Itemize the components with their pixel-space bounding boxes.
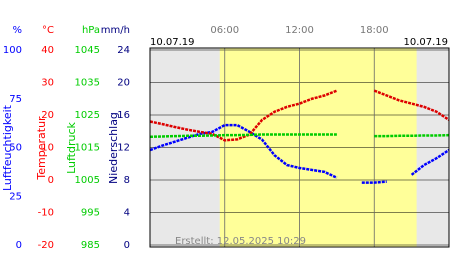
- y-tick-label: 12: [117, 143, 130, 154]
- y-tick-label: 0: [16, 240, 22, 250]
- date-left: 10.07.19: [150, 37, 195, 48]
- y-tick-label: 20: [117, 78, 130, 89]
- y-tick-label: 25: [9, 191, 22, 202]
- series-line: [149, 123, 450, 184]
- x-tick-label: 06:00: [210, 25, 239, 36]
- x-tick-label: 12:00: [285, 25, 314, 36]
- axis-unit: °C: [42, 25, 54, 36]
- y-tick-label: 10: [41, 143, 54, 154]
- axis-unit: mm/h: [101, 25, 130, 36]
- y-tick-label: 16: [117, 110, 130, 121]
- y-tick-label: 1045: [75, 45, 100, 56]
- y-tick-label: 1035: [75, 78, 100, 89]
- footer: Erstellt: 12.05.2025 10:29: [175, 236, 306, 247]
- y-tick-label: 0: [48, 175, 54, 186]
- series-line: [149, 133, 450, 139]
- axis-title: Luftdruck: [65, 121, 78, 173]
- plot-frame: [149, 47, 450, 248]
- y-tick-label: 1025: [75, 110, 100, 121]
- y-tick-label: 30: [41, 78, 54, 89]
- y-tick-label: 100: [3, 45, 22, 56]
- y-tick-label: -10: [38, 208, 54, 219]
- y-tick-label: 8: [124, 175, 130, 186]
- axis-unit: hPa: [82, 25, 100, 36]
- axis-title: Temperatur: [35, 116, 48, 181]
- y-tick-label: 4: [124, 208, 130, 219]
- y-tick-label: 985: [81, 240, 100, 250]
- y-tick-label: 50: [9, 143, 22, 154]
- date-right: 10.07.19: [403, 37, 448, 48]
- axis-unit: %: [12, 25, 22, 36]
- y-tick-label: 24: [117, 45, 130, 56]
- y-tick-label: 20: [41, 110, 54, 121]
- series-line: [149, 89, 450, 142]
- y-tick-label: 75: [9, 94, 22, 105]
- y-tick-label: 1015: [75, 143, 100, 154]
- x-tick-label: 18:00: [360, 25, 389, 36]
- axis-title: Niederschlag: [107, 112, 120, 184]
- y-tick-label: 40: [41, 45, 54, 56]
- y-tick-label: 995: [81, 208, 100, 219]
- y-tick-label: 1005: [75, 175, 100, 186]
- y-tick-label: 0: [124, 240, 130, 250]
- axis-title: Luftfeuchtigkeit: [1, 104, 14, 191]
- y-tick-label: -20: [38, 240, 54, 250]
